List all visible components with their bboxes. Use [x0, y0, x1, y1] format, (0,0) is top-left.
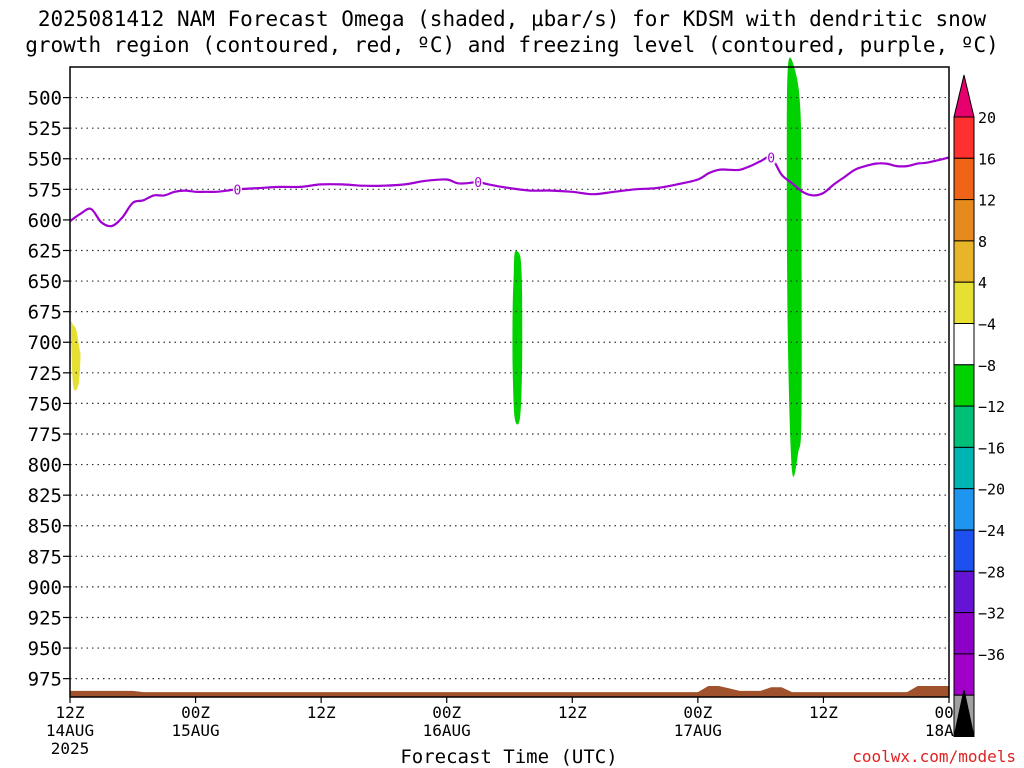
y-tick-label-525: 525 [28, 118, 62, 140]
freezing-label-bg-1 [232, 182, 242, 196]
colorbar-box-3 [953, 199, 975, 242]
y-tick-label-575: 575 [28, 179, 62, 201]
colorbar-box-5 [953, 281, 975, 325]
x-tick-year-0: 2025 [51, 739, 90, 758]
x-axis-title: Forecast Time (UTC) [400, 746, 617, 768]
colorbar-label-7: −12 [978, 398, 1005, 416]
colorbar-label-4: 4 [978, 274, 987, 292]
x-tick-date-12: 15AUG [171, 721, 219, 740]
y-tick-label-750: 750 [28, 393, 62, 415]
colorbar-box-2 [953, 157, 975, 201]
y-tick-label-925: 925 [28, 607, 62, 629]
freezing-label-bg-3 [766, 150, 776, 164]
chart-title-line-1: 2025081412 NAM Forecast Omega (shaded, µ… [37, 7, 987, 31]
y-axis: 500 525 550 575 600 625 650 675 700 725 750 775 800 8… [28, 88, 70, 691]
freezing-level-label-3: 0 [767, 152, 775, 167]
x-tick-date-0: 14AUG [46, 721, 94, 740]
x-tick-time-36: 00Z [432, 703, 461, 722]
y-tick-label-550: 550 [28, 149, 62, 171]
y-tick-label-800: 800 [28, 455, 62, 477]
terrain-layer [70, 686, 949, 697]
y-tick-label-500: 500 [28, 88, 62, 110]
colorbar-label-3: 8 [978, 233, 987, 251]
colorbar-box-13 [953, 612, 975, 655]
y-tick-label-625: 625 [28, 240, 62, 262]
colorbar-box-12 [953, 570, 975, 614]
y-tick-label-950: 950 [28, 638, 62, 660]
freezing-level-label-2: 0 [474, 176, 482, 191]
colorbar-label-12: −32 [978, 605, 1005, 623]
y-tick-label-975: 975 [28, 669, 62, 691]
y-tick-label-825: 825 [28, 485, 62, 507]
x-tick-date-36: 16AUG [423, 721, 471, 740]
grid-lines [70, 96, 949, 680]
colorbar-label-5: −4 [978, 316, 996, 334]
colorbar-label-9: −20 [978, 481, 1005, 499]
y-tick-label-675: 675 [28, 302, 62, 324]
terrain-surface [70, 686, 949, 697]
chart-title: 2025081412 NAM Forecast Omega (shaded, µ… [0, 6, 1024, 58]
x-tick-time-60: 00Z [683, 703, 712, 722]
colorbar-box-8 [953, 405, 975, 448]
freezing-level-line [69, 155, 950, 228]
omega-region-3 [786, 57, 802, 477]
colorbar-label-1: 16 [978, 150, 996, 168]
colorbar-label-0: 20 [978, 109, 996, 127]
y-tick-label-875: 875 [28, 546, 62, 568]
y-tick-label-850: 850 [28, 516, 62, 538]
x-tick-time-0: 12Z [56, 703, 85, 722]
plot-background [70, 67, 949, 697]
x-tick-time-72: 12Z [809, 703, 838, 722]
y-tick-label-600: 600 [28, 210, 62, 232]
colorbar-box-14 [953, 653, 975, 696]
x-tick-date-60: 17AUG [674, 721, 722, 740]
colorbar-box-7 [953, 364, 975, 407]
y-tick-label-650: 650 [28, 271, 62, 293]
colorbar: 20 16 12 8 4 −4 −8 −12 −16 −20 −24 −28 −32 −36 [953, 74, 1005, 738]
y-tick-label-900: 900 [28, 577, 62, 599]
colorbar-label-6: −8 [978, 357, 996, 375]
colorbar-label-13: −36 [978, 646, 1005, 664]
colorbar-box-1 [953, 116, 975, 159]
omega-shading-layer [71, 57, 802, 477]
y-tick-label-725: 725 [28, 363, 62, 385]
colorbar-label-11: −28 [978, 563, 1005, 581]
x-tick-time-12: 00Z [181, 703, 210, 722]
x-tick-time-48: 12Z [558, 703, 587, 722]
colorbar-label-10: −24 [978, 522, 1005, 540]
colorbar-box-11 [953, 529, 975, 572]
colorbar-bottom-arrow [953, 689, 975, 737]
plot-frame [69, 66, 950, 698]
colorbar-label-2: 12 [978, 192, 996, 210]
omega-region-2 [512, 250, 523, 425]
y-tick-label-775: 775 [28, 424, 62, 446]
colorbar-box-10 [953, 488, 975, 531]
y-tick-label-700: 700 [28, 332, 62, 354]
freezing-label-bg-2 [473, 174, 483, 188]
colorbar-label-8: −16 [978, 439, 1005, 457]
omega-region-1 [71, 321, 81, 391]
chart-title-line-2: growth region (contoured, red, ºC) and f… [25, 33, 999, 57]
credit-text: coolwx.com/models [852, 747, 1016, 766]
colorbar-box-4 [953, 240, 975, 283]
colorbar-box-6 [953, 323, 975, 366]
freezing-level-label-1: 0 [234, 183, 242, 198]
colorbar-box-9 [953, 446, 975, 490]
colorbar-top-arrow [953, 74, 975, 118]
x-tick-time-24: 12Z [307, 703, 336, 722]
freezing-level-layer: 0 0 0 [69, 150, 950, 228]
